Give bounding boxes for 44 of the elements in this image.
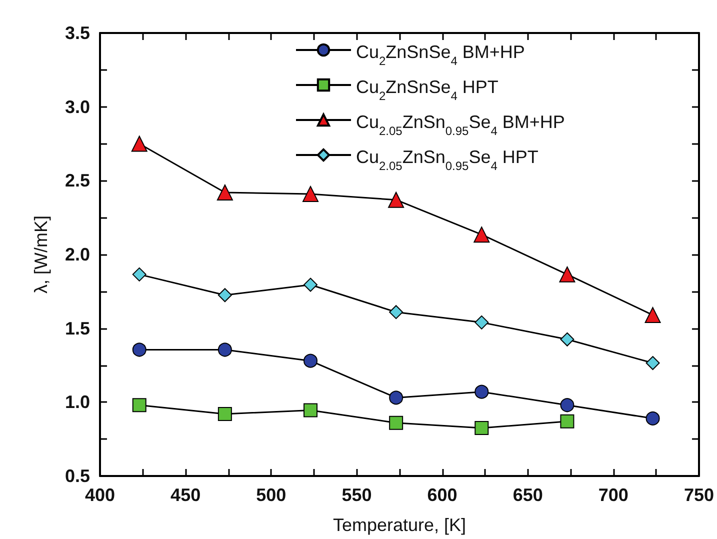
x-tick-label: 750 (684, 485, 714, 505)
x-tick-label: 400 (84, 485, 116, 505)
point (559, 266, 576, 282)
y-tick-label: 2.5 (64, 170, 90, 191)
x-tick-label: 650 (512, 485, 543, 505)
point (132, 267, 146, 282)
y-tick-label: 1.5 (64, 318, 90, 338)
point (560, 414, 574, 428)
point (474, 226, 490, 243)
point (218, 342, 232, 357)
point (646, 411, 660, 426)
point (216, 184, 233, 200)
point (646, 356, 660, 370)
y-tick-label: 3.0 (64, 96, 90, 117)
x-tick-label: 600 (427, 485, 458, 505)
point (302, 186, 318, 202)
point (304, 278, 318, 292)
point (132, 342, 146, 357)
x-axis-title: Temperature, [K] (332, 515, 466, 535)
y-tick-label: 2.0 (64, 244, 90, 264)
x-tick-label: 450 (170, 485, 201, 505)
point (474, 315, 489, 330)
point (131, 136, 148, 152)
x-tick-label: 500 (256, 485, 286, 505)
point (389, 305, 404, 320)
point (304, 354, 318, 368)
point (389, 390, 404, 405)
x-tick-label: 550 (342, 485, 372, 505)
y-tick-label: 0.5 (64, 466, 90, 486)
y-tick-label: 1.0 (64, 392, 90, 412)
point (474, 384, 489, 399)
point (389, 416, 404, 430)
point (474, 421, 489, 436)
y-tick-label: 3.5 (64, 23, 90, 43)
point (560, 398, 574, 412)
y-axis-title: λ, [W/mK] (31, 216, 51, 294)
point (560, 332, 574, 346)
point (218, 288, 232, 302)
x-tick-label: 700 (598, 485, 628, 505)
point (132, 398, 146, 412)
point (644, 307, 661, 324)
point (304, 403, 318, 418)
point (388, 192, 404, 208)
point (218, 406, 232, 421)
